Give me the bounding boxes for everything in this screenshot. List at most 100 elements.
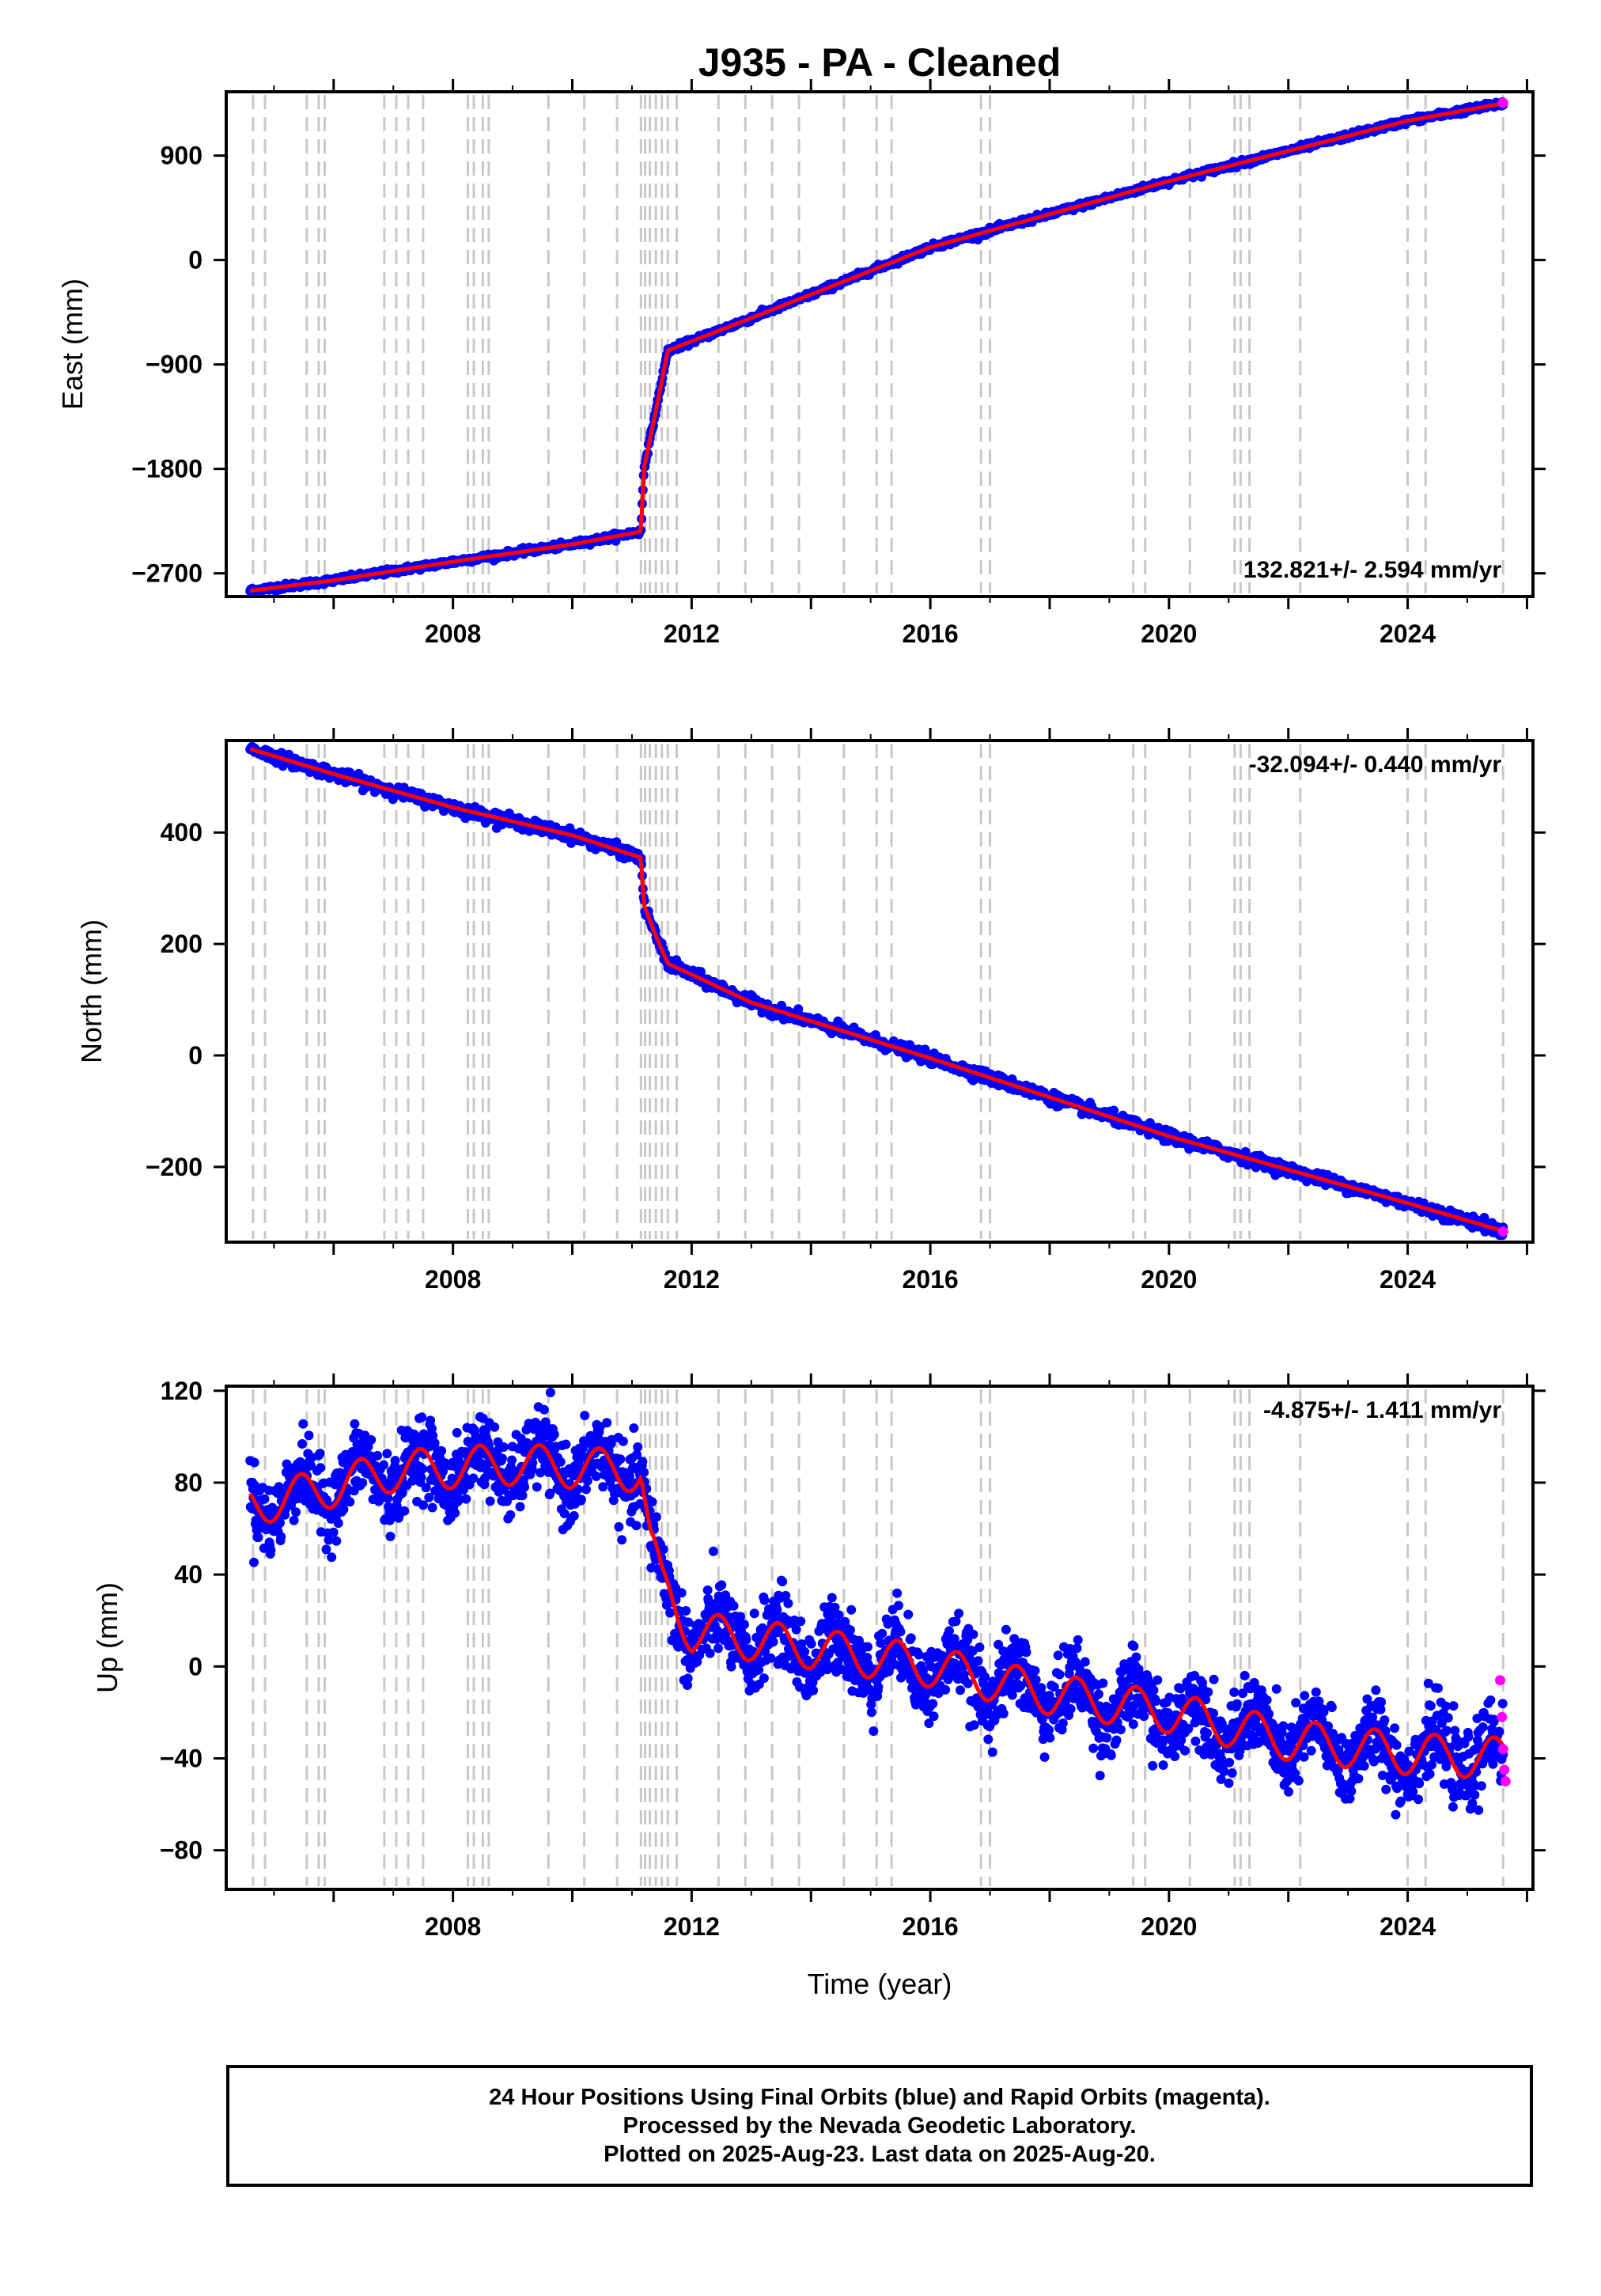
plot-area <box>245 741 1508 1241</box>
final-orbit-point <box>576 1495 586 1505</box>
final-orbit-point <box>624 1472 634 1482</box>
final-orbit-point <box>614 1521 624 1532</box>
final-orbit-point <box>602 1418 612 1428</box>
final-orbit-point <box>766 1653 776 1663</box>
final-orbit-point <box>379 1460 388 1470</box>
final-orbit-point <box>437 1445 447 1456</box>
final-orbit-point <box>754 1665 764 1675</box>
final-orbit-point <box>705 1648 715 1658</box>
rapid-orbit-point <box>1497 1226 1508 1237</box>
x-tick-label: 2012 <box>664 1265 720 1294</box>
final-orbit-point <box>796 1616 806 1627</box>
final-orbit-point <box>582 1476 592 1486</box>
final-orbit-point <box>253 1533 263 1543</box>
final-orbit-point <box>358 1478 368 1488</box>
velocity-annotation: 132.821+/- 2.594 mm/yr <box>1243 557 1501 583</box>
final-orbit-point <box>741 1635 751 1645</box>
final-orbit-point <box>681 1606 691 1616</box>
final-orbit-point <box>397 1487 407 1498</box>
final-orbit-point <box>781 1590 791 1601</box>
final-orbit-point <box>808 1685 819 1695</box>
final-orbit-point <box>306 1461 316 1471</box>
final-orbit-point <box>282 1459 292 1469</box>
final-orbit-point <box>545 1488 555 1498</box>
final-orbit-point <box>249 1557 259 1567</box>
final-orbit-point <box>450 1508 460 1518</box>
final-orbit-point <box>324 1535 334 1545</box>
final-orbit-point <box>800 1646 810 1657</box>
final-orbit-point <box>418 1500 428 1510</box>
final-orbit-point <box>532 1482 542 1492</box>
x-tick-label: 2016 <box>903 1265 959 1294</box>
final-orbit-point <box>385 1532 396 1541</box>
final-orbit-point <box>331 1536 342 1546</box>
final-orbit-point <box>1479 1213 1489 1222</box>
final-orbit-point <box>791 1624 801 1635</box>
final-orbit-point <box>797 1639 807 1649</box>
final-orbit-point <box>806 1639 816 1649</box>
model-line <box>249 747 1504 1233</box>
final-orbit-point <box>481 1426 491 1436</box>
final-orbit-point <box>834 1610 844 1620</box>
final-orbit-point <box>276 1532 286 1542</box>
final-orbit-point <box>301 1491 311 1502</box>
final-orbit-point <box>528 1457 538 1468</box>
plot-area <box>245 95 1508 597</box>
final-orbit-point <box>453 1493 464 1503</box>
final-orbit-point <box>399 1506 410 1516</box>
final-orbit-point <box>476 1458 486 1468</box>
x-tick-label: 2008 <box>425 1265 481 1294</box>
final-orbit-point <box>539 1404 549 1415</box>
x-tick-label: 2008 <box>425 619 481 648</box>
final-orbit-point <box>633 1442 643 1452</box>
final-orbit-point <box>345 1497 355 1507</box>
final-orbit-point <box>373 1450 383 1461</box>
final-orbit-point <box>559 1509 570 1518</box>
final-orbit-point <box>304 1430 314 1441</box>
plot-frame <box>225 90 1535 598</box>
final-orbit-point <box>517 1491 528 1501</box>
final-orbit-point <box>683 1617 694 1627</box>
final-orbit-point <box>430 1438 440 1448</box>
final-orbit-point <box>830 1602 840 1612</box>
final-orbit-point <box>297 1439 307 1449</box>
y-tick-label: 0 <box>188 246 202 275</box>
final-orbit-point <box>275 1517 285 1528</box>
y-tick-label: −900 <box>146 350 202 379</box>
x-tick-label: 2016 <box>903 619 959 648</box>
final-orbit-point <box>289 1515 299 1525</box>
final-orbit-point <box>461 1494 471 1504</box>
final-orbit-point <box>632 1449 642 1460</box>
x-tick-label: 2020 <box>1141 1265 1197 1294</box>
final-orbit-point <box>837 1665 846 1674</box>
final-orbit-point <box>591 1472 601 1481</box>
final-orbit-point <box>783 1598 793 1608</box>
final-orbit-point <box>638 1457 648 1467</box>
rapid-orbit-points <box>1497 97 1508 108</box>
model-line <box>249 101 1504 593</box>
y-tick-label: −1800 <box>131 455 202 483</box>
final-orbit-point <box>485 1496 495 1506</box>
final-orbit-point <box>480 1473 490 1483</box>
final-orbit-point <box>497 1453 507 1464</box>
final-orbit-point <box>424 1492 434 1502</box>
final-orbit-point <box>291 1507 301 1517</box>
final-orbit-point <box>759 1673 769 1684</box>
final-orbit-point <box>328 1527 339 1537</box>
final-orbit-point <box>339 1504 349 1514</box>
final-orbit-point <box>427 1423 437 1434</box>
y-tick-label: −200 <box>146 1153 202 1181</box>
final-orbit-point <box>598 1482 608 1492</box>
final-orbit-point <box>498 1442 509 1452</box>
y-tick-label: 0 <box>188 1041 202 1070</box>
final-orbit-point <box>350 1419 360 1429</box>
final-orbit-point <box>683 1680 692 1690</box>
final-orbit-point <box>827 1593 837 1603</box>
y-tick-label: 200 <box>161 930 202 958</box>
rapid-orbit-points <box>1497 1226 1508 1237</box>
final-orbit-point <box>617 1535 627 1545</box>
final-orbit-point <box>421 1483 431 1493</box>
final-orbit-point <box>468 1473 479 1483</box>
final-orbit-point <box>683 1673 693 1684</box>
